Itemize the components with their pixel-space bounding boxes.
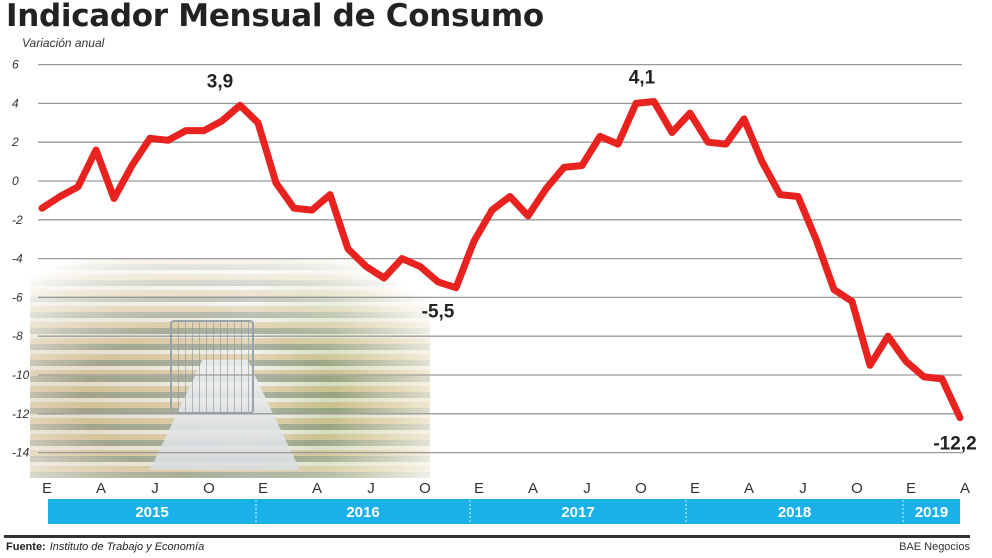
y-tick-label: -4 [12,252,23,266]
y-tick-label: 6 [12,58,19,72]
year-label: 2017 [561,504,594,521]
year-label: 2018 [778,504,811,521]
x-month-label: J [583,480,591,497]
year-label: 2019 [915,504,948,521]
data-label: -5,5 [422,302,455,323]
y-tick-label: -2 [12,213,23,227]
y-tick-label: -6 [12,290,23,304]
x-month-label: J [151,480,159,497]
data-label: 4,1 [629,67,656,88]
footer-divider [4,535,970,538]
x-month-label: A [312,480,322,497]
x-month-label: J [799,480,807,497]
x-month-label: E [42,480,52,497]
y-axis-subtitle: Variación anual [22,36,105,50]
publisher-credit: BAE Negocios [899,541,970,553]
x-month-label: E [258,480,268,497]
chart-title: Indicador Mensual de Consumo [6,0,544,34]
x-month-label: O [419,480,431,497]
y-tick-label: -10 [12,368,30,382]
x-month-label: J [367,480,375,497]
y-tick-label: -14 [12,446,30,460]
x-month-label: A [960,480,970,497]
x-month-label: A [96,480,106,497]
x-month-label: E [690,480,700,497]
x-month-label: A [744,480,754,497]
y-tick-label: 2 [11,135,19,149]
x-month-label: O [203,480,215,497]
x-month-label: O [635,480,647,497]
year-bar [48,499,960,524]
source-text: Instituto de Trabajo y Economía [49,541,205,553]
x-month-label: E [474,480,484,497]
y-tick-label: -12 [12,407,30,421]
x-month-label: A [528,480,538,497]
source-note: Fuente: Instituto de Trabajo y Economía [6,541,204,553]
source-label: Fuente: [6,541,46,553]
series-line [38,98,964,422]
data-label: 3,9 [207,71,233,92]
data-label: -12,2 [933,434,976,455]
year-label: 2016 [346,504,379,521]
y-tick-label: 0 [12,174,19,188]
year-label: 2015 [135,504,168,521]
y-tick-label: 4 [12,96,19,110]
x-month-label: O [851,480,863,497]
x-month-label: E [906,480,916,497]
y-tick-label: -8 [12,329,23,343]
